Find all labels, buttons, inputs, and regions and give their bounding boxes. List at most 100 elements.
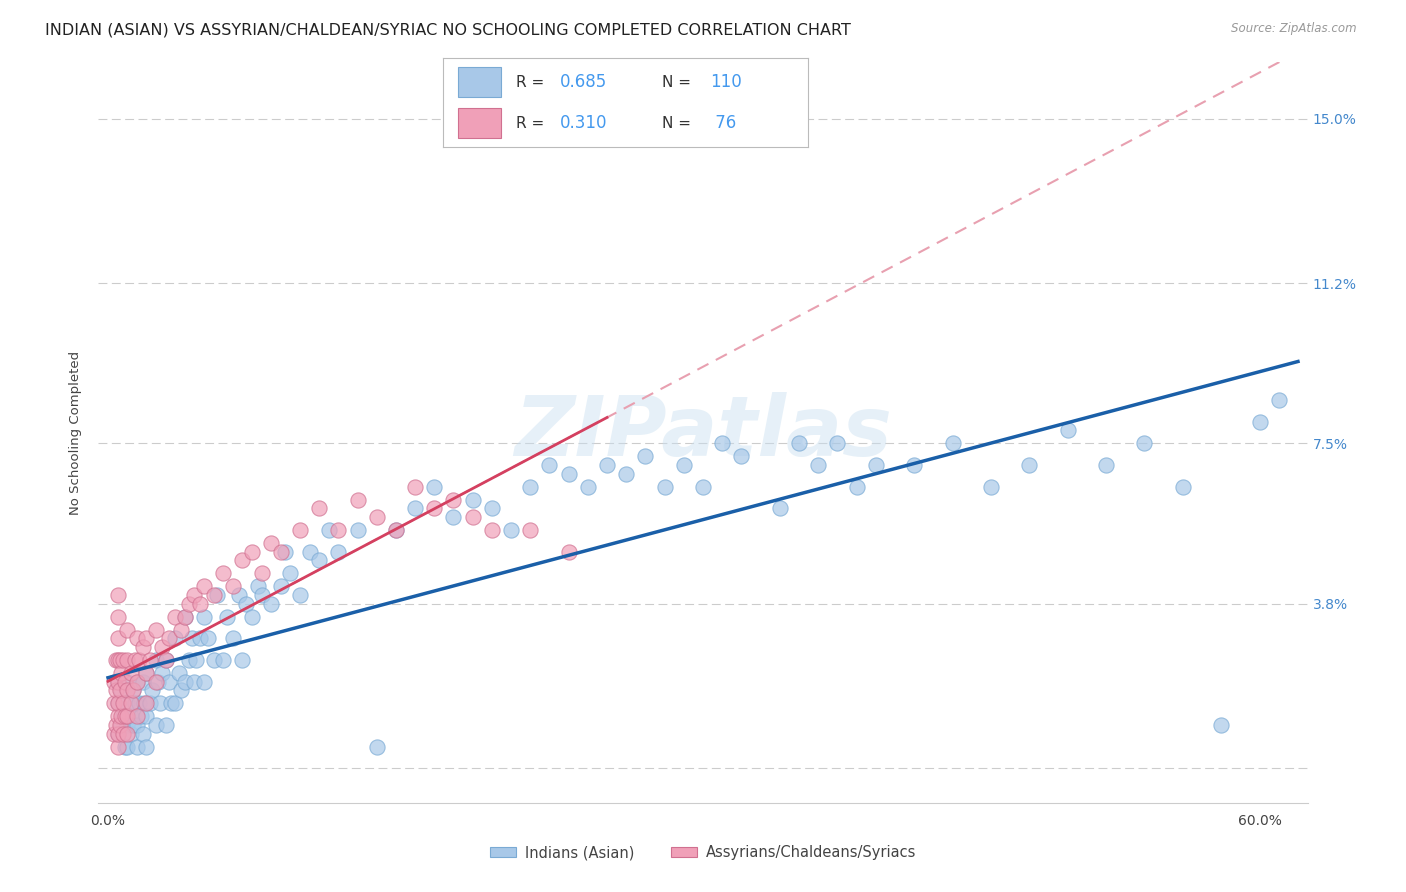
Point: [135, 696, 157, 710]
Point: [107, 696, 129, 710]
Point: [107, 726, 129, 740]
Point: [1171, 480, 1194, 494]
Y-axis label: No Schooling Completed: No Schooling Completed: [69, 351, 83, 515]
Point: [115, 683, 138, 698]
Point: [112, 696, 135, 710]
Point: [519, 480, 541, 494]
Point: [110, 683, 132, 698]
Point: [112, 726, 135, 740]
Point: [807, 458, 830, 472]
Point: [146, 674, 169, 689]
Point: [173, 609, 195, 624]
Point: [103, 674, 125, 689]
Point: [120, 665, 142, 680]
Point: [104, 683, 127, 698]
Point: [385, 523, 408, 537]
Point: [115, 674, 138, 689]
Point: [165, 632, 187, 646]
Point: [115, 696, 138, 710]
Point: [212, 653, 235, 667]
Point: [231, 653, 253, 667]
Text: R =: R =: [516, 75, 550, 89]
Point: [165, 696, 187, 710]
Point: [346, 492, 368, 507]
Point: [634, 450, 657, 464]
Point: [150, 665, 173, 680]
Text: 0.310: 0.310: [560, 114, 607, 132]
Point: [115, 739, 138, 754]
Point: [308, 553, 330, 567]
Point: [481, 501, 503, 516]
Point: [165, 609, 187, 624]
Point: [173, 674, 195, 689]
Point: [557, 544, 579, 558]
Point: [107, 674, 129, 689]
Point: [222, 632, 245, 646]
Point: [155, 653, 177, 667]
Point: [107, 674, 129, 689]
Point: [155, 718, 177, 732]
Point: [103, 696, 125, 710]
Point: [787, 436, 810, 450]
Point: [235, 597, 257, 611]
Point: [145, 623, 167, 637]
FancyBboxPatch shape: [457, 108, 502, 138]
Point: [177, 653, 200, 667]
Point: [614, 467, 637, 481]
Point: [107, 696, 129, 710]
Point: [134, 696, 156, 710]
Point: [288, 588, 311, 602]
Point: [980, 480, 1002, 494]
Text: N =: N =: [662, 75, 696, 89]
Point: [108, 653, 131, 667]
Point: [114, 709, 136, 723]
Point: [112, 709, 135, 723]
Point: [730, 450, 752, 464]
Point: [461, 510, 484, 524]
Point: [155, 653, 177, 667]
Point: [125, 632, 148, 646]
Point: [672, 458, 695, 472]
Point: [215, 609, 238, 624]
Point: [183, 588, 205, 602]
Point: [160, 696, 183, 710]
Point: [112, 653, 135, 667]
Point: [202, 653, 225, 667]
Point: [128, 653, 150, 667]
Point: [167, 665, 190, 680]
Point: [202, 588, 225, 602]
Point: [125, 674, 148, 689]
Point: [135, 632, 157, 646]
Point: [404, 501, 426, 516]
Point: [941, 436, 963, 450]
Text: 76: 76: [710, 114, 735, 132]
Point: [519, 523, 541, 537]
Point: [246, 579, 269, 593]
Point: [903, 458, 925, 472]
Point: [131, 640, 153, 654]
Point: [240, 609, 263, 624]
Point: [692, 480, 714, 494]
Point: [131, 674, 153, 689]
Point: [124, 653, 146, 667]
Point: [120, 726, 142, 740]
Point: [183, 674, 205, 689]
Point: [107, 632, 129, 646]
Point: [139, 653, 162, 667]
Point: [270, 544, 292, 558]
Point: [576, 480, 599, 494]
Point: [128, 696, 150, 710]
Point: [273, 544, 295, 558]
Point: [107, 588, 129, 602]
Point: [207, 588, 229, 602]
Point: [108, 718, 131, 732]
Point: [385, 523, 408, 537]
Point: [145, 718, 167, 732]
Point: [250, 566, 273, 581]
Point: [107, 739, 129, 754]
Point: [260, 597, 283, 611]
Point: [250, 588, 273, 602]
Point: [366, 510, 388, 524]
Point: [240, 544, 263, 558]
Point: [115, 718, 138, 732]
